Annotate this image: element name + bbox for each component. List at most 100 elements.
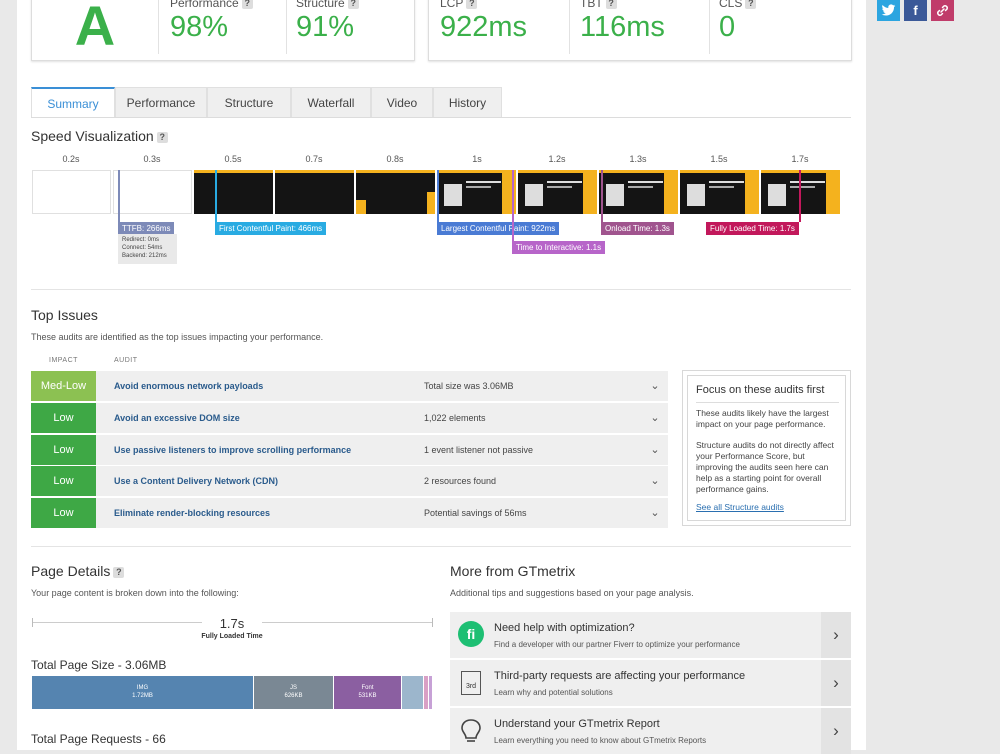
fully-loaded-marker-label: Fully Loaded Time: 1.7s [706,222,799,235]
issue-row[interactable]: Low Use passive listeners to improve scr… [31,435,668,465]
total-page-size-title: Total Page Size - 3.06MB [31,658,167,672]
impact-badge: Med-Low [31,371,96,401]
tab-performance[interactable]: Performance [115,87,207,117]
cls-metric: CLS? 0 [719,0,757,44]
chevron-down-icon[interactable]: ⌄ [650,507,660,519]
audit-title[interactable]: Avoid enormous network payloads [114,381,264,391]
tab-history[interactable]: History [433,87,502,117]
twitter-icon[interactable] [877,0,900,21]
focus-paragraph-1: These audits likely have the largest imp… [696,408,829,429]
page-details-subtitle: Your page content is broken down into th… [31,588,239,598]
more-item-desc: Find a developer with our partner Fiverr… [494,640,740,649]
audit-title[interactable]: Use passive listeners to improve scrolli… [114,445,352,455]
impact-column-header: IMPACT [49,357,78,364]
gtmetrix-grade-box: A Performance? 98% Structure? 91% [31,0,415,61]
tab-video[interactable]: Video [371,87,433,117]
more-item-report-guide[interactable]: Understand your GTmetrix Report Learn ev… [450,708,851,754]
help-icon[interactable]: ? [156,131,168,143]
size-segment-other[interactable] [402,676,423,709]
lightbulb-icon [458,717,484,743]
size-segment-img[interactable]: IMG 1.72MB [32,676,253,709]
tab-underline [31,117,851,118]
size-segment-other[interactable] [424,676,428,709]
frame-time: 1s [472,154,482,164]
filmstrip-frame[interactable] [680,170,759,214]
chevron-down-icon[interactable]: ⌄ [650,444,660,456]
more-item-title: Understand your GTmetrix Report [494,718,660,730]
help-icon[interactable]: ? [745,0,757,10]
help-icon[interactable]: ? [347,0,359,10]
total-page-requests-title: Total Page Requests - 66 [31,732,166,746]
tab-waterfall[interactable]: Waterfall [291,87,371,117]
filmstrip-frame[interactable] [356,170,435,214]
help-icon[interactable]: ? [605,0,617,10]
audit-title[interactable]: Use a Content Delivery Network (CDN) [114,476,279,486]
tab-structure[interactable]: Structure [207,87,291,117]
help-icon[interactable]: ? [466,0,478,10]
size-segment-font[interactable]: Font 531KB [334,676,401,709]
frame-time: 1.5s [710,154,728,164]
help-icon[interactable]: ? [113,566,125,578]
audit-title[interactable]: Eliminate render-blocking resources [114,508,271,518]
chevron-right-icon[interactable]: › [821,612,851,658]
cls-label: CLS [719,0,743,10]
issue-row[interactable]: Low Use a Content Delivery Network (CDN)… [31,466,668,496]
frame-time: 1.2s [548,154,566,164]
chevron-down-icon[interactable]: ⌄ [650,380,660,392]
size-segment-other[interactable] [429,676,432,709]
filmstrip-frame[interactable] [194,170,273,214]
focus-title: Focus on these audits first [696,384,825,396]
onload-marker-label: Onload Time: 1.3s [601,222,674,235]
focus-paragraph-2: Structure audits do not directly affect … [696,440,834,494]
structure-value: 91% [296,11,355,43]
audit-detail: Potential savings of 56ms [424,508,527,518]
divider [709,0,710,54]
focus-audits-panel: Focus on these audits first These audits… [682,370,851,526]
chevron-down-icon[interactable]: ⌄ [650,412,660,424]
link-icon[interactable] [931,0,954,21]
chevron-down-icon[interactable]: ⌄ [650,475,660,487]
web-vitals-box: LCP? 922ms TBT? 116ms CLS? 0 [428,0,852,61]
filmstrip-frame[interactable] [275,170,354,214]
ttfb-marker-label: TTFB: 266ms [118,222,175,235]
more-item-third-party[interactable]: 3rd Third-party requests are affecting y… [450,660,851,706]
filmstrip-frame[interactable] [518,170,597,214]
performance-score: Performance? 98% [170,0,253,44]
frame-time: 0.7s [305,154,323,164]
audit-title[interactable]: Avoid an excessive DOM size [114,413,240,423]
filmstrip-frame[interactable] [599,170,678,214]
audit-detail: 2 resources found [424,476,497,486]
filmstrip-frame[interactable] [437,170,516,214]
speed-visualization-title: Speed Visualization? [31,128,168,144]
more-item-title: Third-party requests are affecting your … [494,670,746,682]
grade-letter: A [74,0,116,57]
focus-panel-inner: Focus on these audits first These audits… [687,375,846,521]
chevron-right-icon[interactable]: › [821,660,851,706]
top-issues-title: Top Issues [31,307,98,323]
facebook-icon[interactable]: f [904,0,927,21]
fully-loaded-label: Fully Loaded Time [201,633,263,640]
divider [696,402,839,403]
section-divider [31,546,851,547]
filmstrip-frame[interactable] [32,170,111,214]
issue-row[interactable]: Med-Low Avoid enormous network payloads … [31,371,668,401]
fcp-marker-line [215,170,217,222]
help-icon[interactable]: ? [241,0,253,10]
see-structure-audits-link[interactable]: See all Structure audits [696,502,784,512]
chevron-right-icon[interactable]: › [821,708,851,754]
audit-detail: 1 event listener not passive [424,445,534,455]
backend-time: Backend: 212ms [122,253,167,259]
more-subtitle: Additional tips and suggestions based on… [450,588,694,598]
issue-row[interactable]: Low Eliminate render-blocking resources … [31,498,668,528]
page-details-title: Page Details? [31,563,125,579]
timeline-cap-left [32,618,33,627]
report-page: A Performance? 98% Structure? 91% LCP? 9… [17,0,866,754]
fiverr-icon: fi [458,621,484,647]
frame-time: 1.7s [791,154,809,164]
issue-row[interactable]: Low Avoid an excessive DOM size 1,022 el… [31,403,668,433]
filmstrip-frame[interactable] [113,170,192,214]
size-segment-js[interactable]: JS 626KB [254,676,333,709]
tab-summary[interactable]: Summary [31,87,115,117]
fcp-marker-label: First Contentful Paint: 466ms [215,222,327,235]
more-item-fiverr[interactable]: fi Need help with optimization? Find a d… [450,612,851,658]
